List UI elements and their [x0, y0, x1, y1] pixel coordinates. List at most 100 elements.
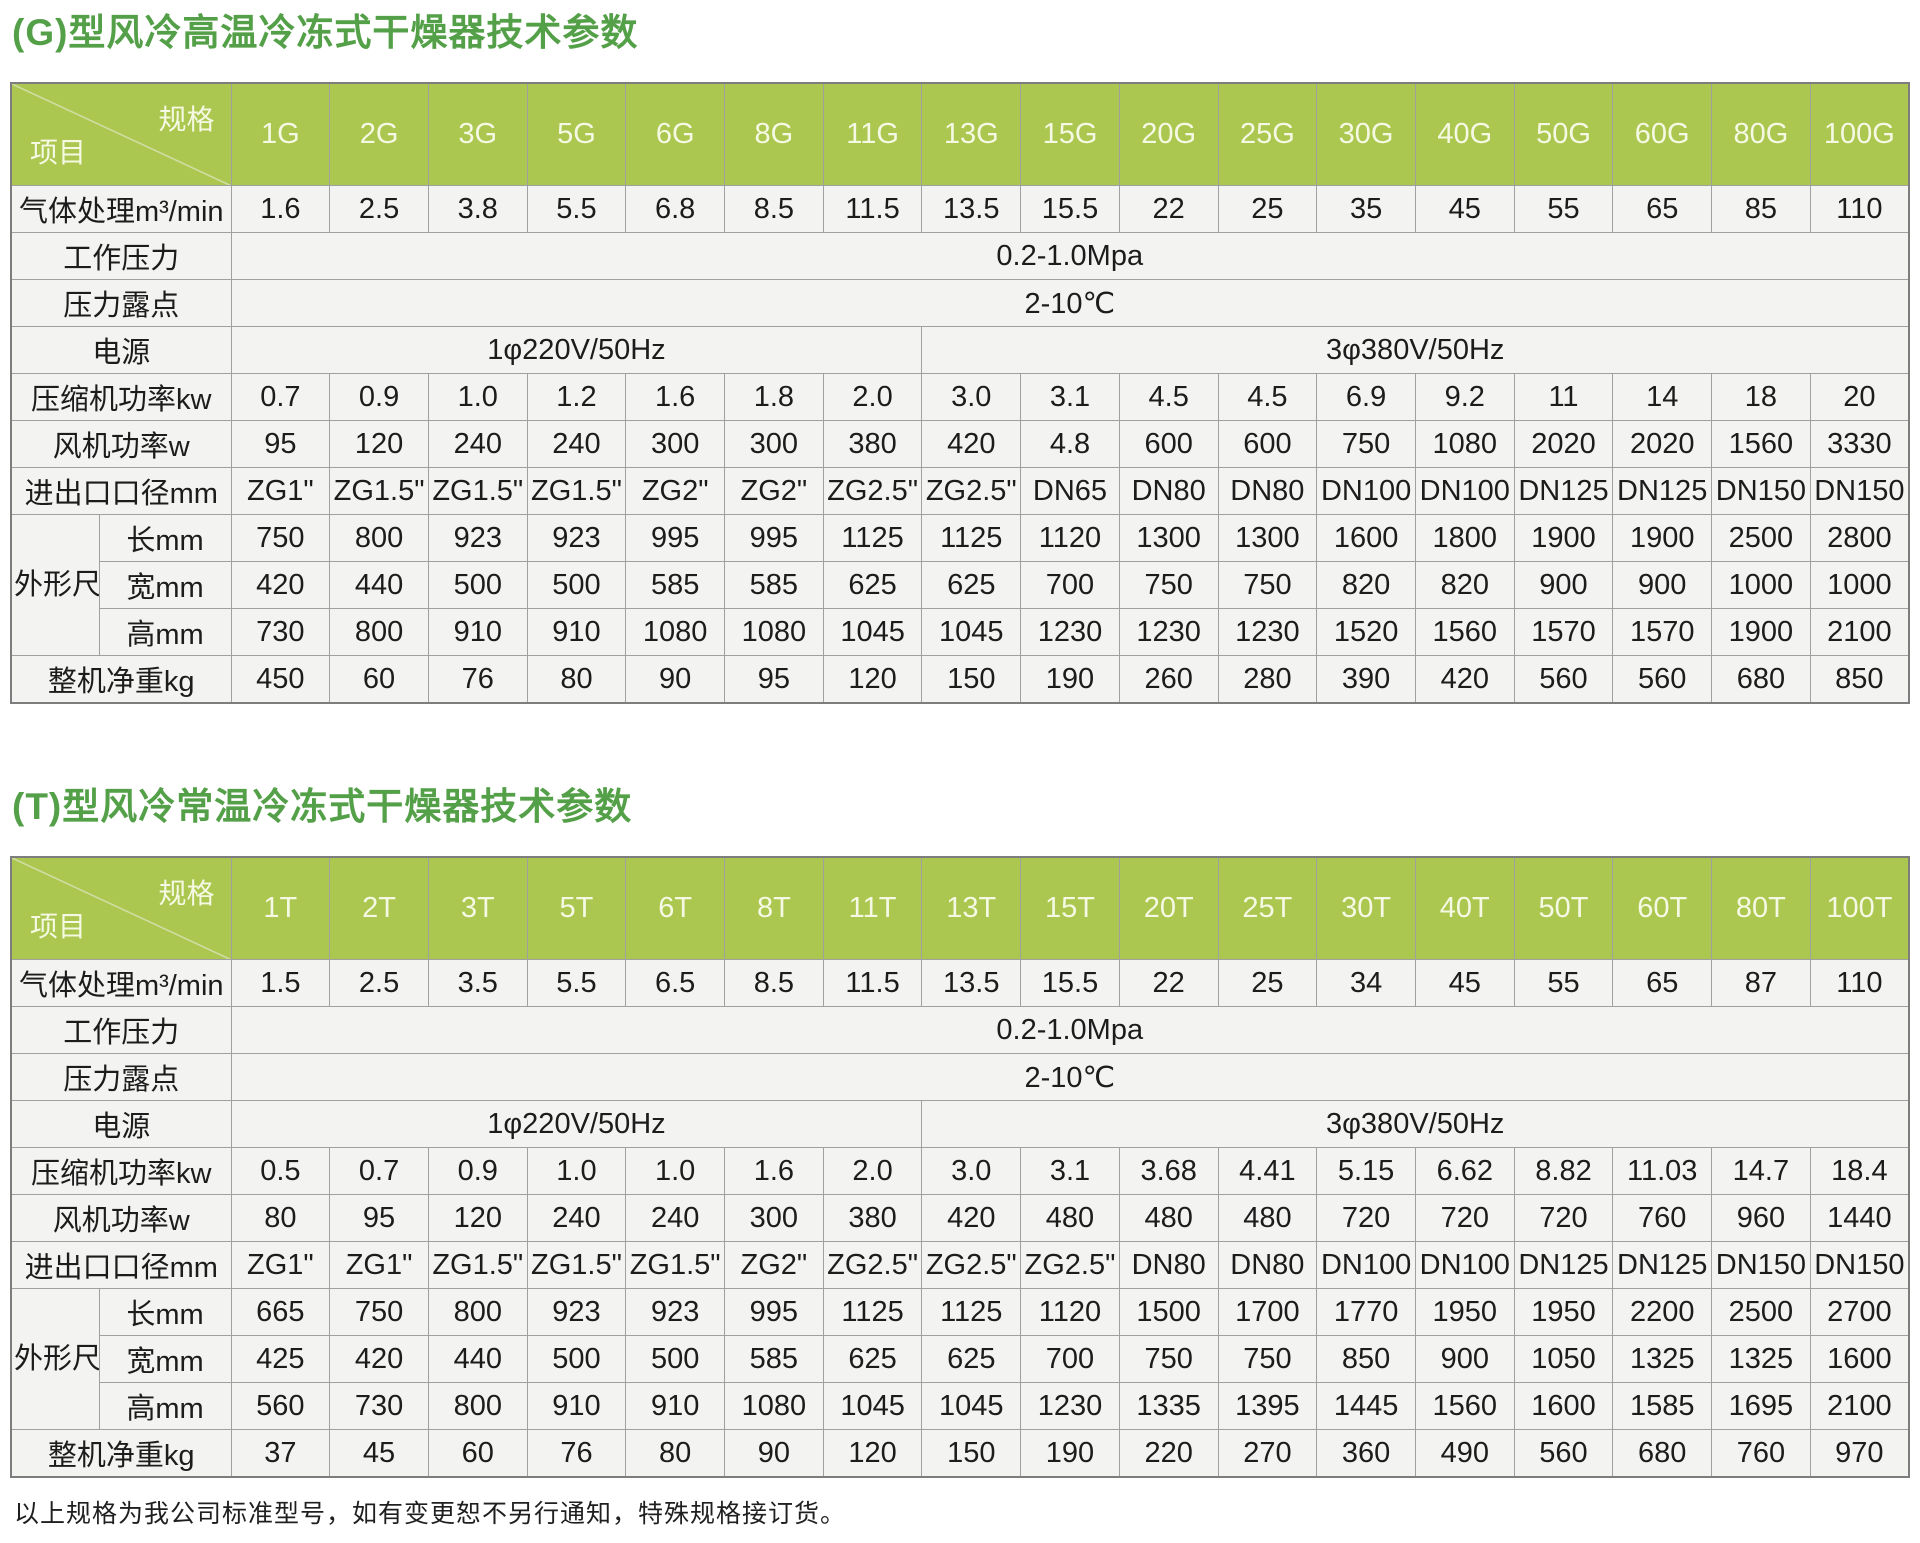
value-cell: 750 — [230, 514, 331, 563]
value-cell: ZG2.5" — [921, 467, 1022, 516]
value-cell: 923 — [526, 1288, 627, 1337]
value-cell: 1560 — [1414, 608, 1515, 657]
value-cell: DN150 — [1711, 1241, 1811, 1290]
value-cell: 90 — [625, 655, 726, 704]
value-cell: ZG2" — [625, 467, 726, 516]
value-cell: 800 — [427, 1288, 528, 1337]
value-cell: 2200 — [1612, 1288, 1713, 1337]
column-header: 1T — [230, 856, 331, 961]
value-cell: 2100 — [1809, 1382, 1910, 1431]
span-value-cell: 0.2-1.0Mpa — [230, 1006, 1910, 1055]
value-cell: 0.7 — [329, 1147, 429, 1196]
value-cell: 360 — [1316, 1429, 1416, 1478]
value-cell: DN125 — [1513, 1241, 1614, 1290]
data-row: 工作压力 0.2-1.0Mpa — [10, 1006, 1910, 1055]
value-cell: 4.5 — [1118, 373, 1219, 422]
value-cell: 910 — [526, 1382, 627, 1431]
value-cell: 1800 — [1414, 514, 1515, 563]
corner-diagonal-line — [12, 84, 231, 186]
value-cell: 1080 — [1414, 420, 1515, 469]
value-cell: 3.1 — [1020, 1147, 1120, 1196]
column-header: 20G — [1118, 82, 1219, 187]
value-cell: DN125 — [1612, 467, 1713, 516]
value-cell: 95 — [329, 1194, 429, 1243]
value-cell: 910 — [526, 608, 627, 657]
value-cell: 120 — [822, 655, 923, 704]
value-cell: 425 — [230, 1335, 331, 1384]
value-cell: ZG2.5" — [921, 1241, 1022, 1290]
value-cell: DN100 — [1316, 1241, 1416, 1290]
value-cell: 37 — [230, 1429, 331, 1478]
corner-cell: 规格 项目 — [10, 856, 232, 961]
value-cell: 820 — [1316, 561, 1416, 610]
value-cell: 25 — [1217, 959, 1318, 1008]
value-cell: 6.9 — [1316, 373, 1416, 422]
value-cell: 1.2 — [526, 373, 627, 422]
value-cell: DN150 — [1711, 467, 1811, 516]
value-cell: 1560 — [1414, 1382, 1515, 1431]
value-cell: 490 — [1414, 1429, 1515, 1478]
value-cell: DN80 — [1118, 1241, 1219, 1290]
value-cell: 625 — [822, 1335, 923, 1384]
value-cell: 220 — [1118, 1429, 1219, 1478]
value-cell: 420 — [1414, 655, 1515, 704]
value-cell: 2.5 — [329, 185, 429, 234]
value-cell: 80 — [230, 1194, 331, 1243]
value-cell: 18.4 — [1809, 1147, 1910, 1196]
sub-row-label: 高mm — [98, 608, 232, 657]
value-cell: ZG1.5" — [329, 467, 429, 516]
power-supply-right-cell: 3φ380V/50Hz — [921, 1100, 1910, 1149]
data-row: 外形尺寸长mm750800923923995995112511251120130… — [10, 514, 1910, 657]
value-cell: 625 — [921, 561, 1022, 610]
value-cell: 850 — [1809, 655, 1910, 704]
value-cell: 680 — [1711, 655, 1811, 704]
value-cell: 1570 — [1612, 608, 1713, 657]
sub-row-label: 高mm — [98, 1382, 232, 1431]
column-header: 100G — [1809, 82, 1910, 187]
value-cell: 85 — [1711, 185, 1811, 234]
value-cell: 1120 — [1020, 514, 1120, 563]
value-cell: 1120 — [1020, 1288, 1120, 1337]
data-row: 风机功率w 95 120 240 240 300 300 380 420 4.8 600 600 750… — [10, 420, 1910, 469]
value-cell: 190 — [1020, 1429, 1120, 1478]
span-value-cell: 0.2-1.0Mpa — [230, 232, 1910, 281]
data-row: 压缩机功率kw 0.7 0.9 1.0 1.2 1.6 1.8 2.0 3.0 3.1 4.5 4.5… — [10, 373, 1910, 422]
value-cell: 665 — [230, 1288, 331, 1337]
column-header: 50G — [1513, 82, 1614, 187]
value-cell: DN65 — [1020, 467, 1120, 516]
value-cell: 1045 — [822, 1382, 923, 1431]
column-header: 2T — [329, 856, 429, 961]
value-cell: 2700 — [1809, 1288, 1910, 1337]
value-cell: 720 — [1513, 1194, 1614, 1243]
row-label: 整机净重kg — [10, 655, 232, 704]
column-header: 40T — [1414, 856, 1515, 961]
data-row: 气体处理m³/min 1.6 2.5 3.8 5.5 6.8 8.5 11.5 13.5 15.5… — [10, 185, 1910, 234]
value-cell: ZG1" — [230, 467, 331, 516]
value-cell: DN80 — [1118, 467, 1219, 516]
value-cell: 0.7 — [230, 373, 331, 422]
value-cell: 750 — [1316, 420, 1416, 469]
value-cell: 560 — [1513, 1429, 1614, 1478]
value-cell: 1695 — [1711, 1382, 1811, 1431]
value-cell: ZG1.5" — [526, 1241, 627, 1290]
column-header: 3T — [427, 856, 528, 961]
value-cell: 1125 — [822, 514, 923, 563]
value-cell: 14.7 — [1711, 1147, 1811, 1196]
value-cell: 720 — [1316, 1194, 1416, 1243]
value-cell: ZG1" — [230, 1241, 331, 1290]
value-cell: 2.0 — [822, 373, 923, 422]
sub-row-label: 宽mm — [98, 561, 232, 610]
value-cell: 1230 — [1020, 1382, 1120, 1431]
value-cell: 150 — [921, 1429, 1022, 1478]
value-cell: DN100 — [1414, 467, 1515, 516]
row-label: 电源 — [10, 1100, 232, 1149]
data-row: 工作压力 0.2-1.0Mpa — [10, 232, 1910, 281]
value-cell: 995 — [724, 1288, 824, 1337]
value-cell: ZG2.5" — [822, 467, 923, 516]
value-cell: 923 — [427, 514, 528, 563]
value-cell: 1000 — [1809, 561, 1910, 610]
value-cell: 1600 — [1809, 1335, 1910, 1384]
column-header: 30G — [1316, 82, 1416, 187]
span-value-cell: 2-10℃ — [230, 279, 1910, 328]
sub-row-label: 长mm — [98, 1288, 232, 1337]
